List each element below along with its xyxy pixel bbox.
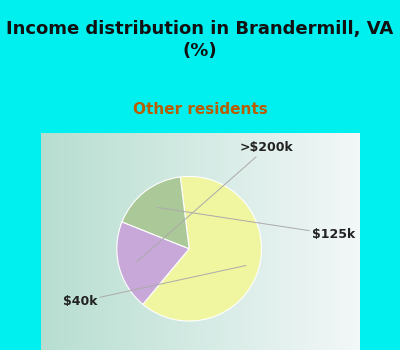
Wedge shape: [122, 177, 189, 249]
Wedge shape: [117, 222, 189, 304]
Text: $125k: $125k: [157, 208, 355, 241]
Text: Other residents: Other residents: [133, 102, 267, 117]
Text: $40k: $40k: [62, 266, 246, 308]
Text: Income distribution in Brandermill, VA
(%): Income distribution in Brandermill, VA (…: [6, 20, 394, 60]
Text: >$200k: >$200k: [136, 141, 294, 262]
Wedge shape: [143, 176, 262, 321]
